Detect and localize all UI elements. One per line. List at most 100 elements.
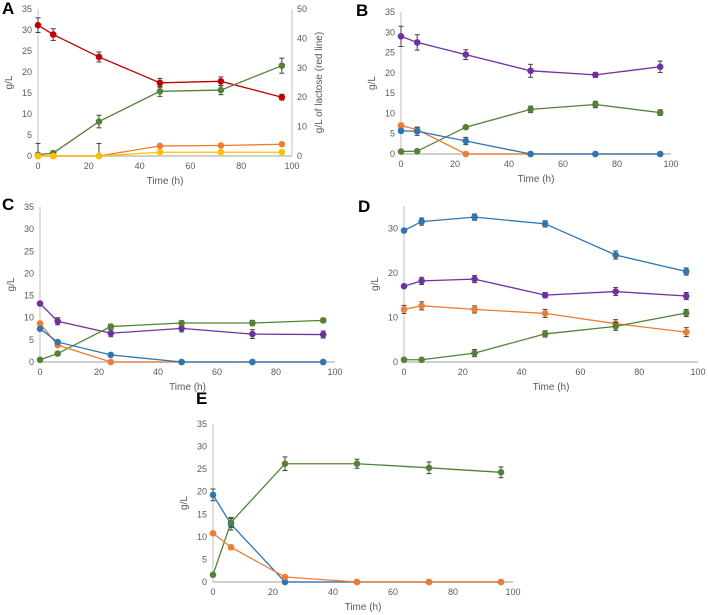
data-point-purple	[36, 300, 44, 307]
x-tick-label: 40	[504, 159, 514, 169]
y-tick-label: 0	[390, 149, 395, 159]
y-tick-label: 10	[197, 532, 207, 542]
data-point-yellow	[34, 152, 42, 160]
x-tick-label: 20	[94, 367, 104, 377]
data-point-red	[217, 78, 225, 85]
data-point-purple	[656, 63, 664, 71]
y-tick-label: 5	[202, 554, 207, 564]
y-tick-label: 35	[24, 202, 34, 212]
data-point-blue	[107, 351, 115, 359]
data-point-green	[353, 460, 361, 468]
data-point-purple	[178, 325, 185, 332]
y-axis-label: g/L	[370, 277, 381, 291]
x-tick-label: 40	[517, 367, 527, 377]
data-point-green	[227, 519, 235, 526]
data-point-orange	[36, 320, 44, 327]
y-tick-label: 25	[197, 464, 207, 474]
panel-letter: B	[356, 1, 368, 20]
y-tick-label: 30	[22, 25, 32, 35]
y-tick-label: 30	[24, 224, 34, 234]
x-tick-label: 40	[153, 367, 163, 377]
data-point-blue	[54, 338, 61, 346]
data-point-orange	[471, 306, 478, 313]
data-point-purple	[397, 33, 405, 40]
y-tick-label: 5	[390, 129, 395, 139]
data-point-yellow	[95, 152, 103, 160]
series-line-blue	[39, 328, 324, 363]
x-tick-label: 20	[268, 587, 278, 597]
data-point-blue	[682, 268, 690, 275]
y-tick-label: 25	[24, 246, 34, 256]
y-tick-label: 25	[385, 48, 395, 58]
data-point-green	[400, 356, 408, 364]
y2-tick-label: 50	[297, 4, 307, 14]
y-tick-label: 0	[393, 357, 398, 367]
data-point-purple	[418, 277, 425, 285]
x-tick-label: 0	[398, 159, 403, 169]
data-point-blue	[413, 127, 421, 135]
data-point-purple	[612, 288, 619, 295]
x-tick-label: 20	[458, 367, 468, 377]
data-point-blue	[592, 150, 599, 158]
panel-c: C 0 5 10 15 20 25 30 35 0 20 40 60 80 100 Time (h) g/L	[2, 195, 343, 393]
data-point-green	[527, 106, 534, 113]
series-orange	[209, 529, 505, 586]
data-point-green	[418, 356, 425, 364]
x-tick-label: 80	[612, 159, 622, 169]
data-point-orange	[278, 140, 286, 148]
panel-e: E 0 5 10 15 20 25 30 35 0 20 40 60 80 100 Time (h) g/L	[179, 389, 521, 613]
data-point-purple	[107, 329, 115, 337]
x-tick-label: 100	[327, 367, 342, 377]
series-blue	[397, 126, 664, 158]
x-tick-label: 80	[271, 367, 281, 377]
y-tick-label: 20	[385, 68, 395, 78]
x-tick-label: 60	[388, 587, 398, 597]
x-tick-label: 80	[236, 161, 246, 171]
data-point-red	[34, 21, 42, 29]
data-point-green	[319, 317, 327, 324]
y-tick-label: 35	[22, 4, 32, 14]
data-point-blue	[209, 491, 217, 499]
y2-tick-label: 10	[297, 122, 307, 132]
data-point-green	[278, 62, 286, 69]
panel-letter: C	[2, 195, 14, 214]
data-point-purple	[413, 39, 421, 46]
data-point-green	[217, 86, 225, 94]
y-tick-label: 35	[385, 7, 395, 17]
data-point-blue	[471, 213, 478, 221]
data-point-red	[278, 93, 286, 101]
series-purple	[400, 275, 690, 301]
series-line-green	[212, 463, 502, 575]
series-green	[209, 456, 505, 579]
y-tick-label: 5	[29, 335, 34, 345]
data-point-purple	[682, 292, 690, 300]
x-axis-label: Time (h)	[518, 174, 555, 185]
data-point-orange	[682, 328, 690, 336]
x-tick-label: 60	[575, 367, 585, 377]
data-point-green	[281, 460, 289, 468]
x-tick-label: 60	[558, 159, 568, 169]
data-point-purple	[54, 317, 61, 325]
data-point-orange	[217, 142, 225, 149]
data-point-orange	[418, 302, 425, 310]
data-point-blue	[178, 358, 185, 366]
series-blue	[209, 488, 505, 586]
data-point-purple	[527, 67, 534, 75]
y-tick-label: 10	[388, 312, 398, 322]
y-tick-label: 30	[385, 27, 395, 37]
y2-tick-label: 20	[297, 92, 307, 102]
panel-letter: A	[2, 0, 14, 18]
data-point-blue	[397, 127, 405, 135]
y-tick-label: 0	[202, 577, 207, 587]
data-point-orange	[281, 573, 289, 581]
data-point-green	[249, 319, 256, 327]
y-tick-label: 35	[197, 419, 207, 429]
data-point-green	[156, 88, 164, 95]
x-tick-label: 20	[450, 159, 460, 169]
x-tick-label: 80	[634, 367, 644, 377]
y-tick-label: 5	[27, 130, 32, 140]
data-point-green	[178, 319, 185, 327]
data-point-red	[95, 53, 103, 61]
series-green	[36, 317, 327, 364]
